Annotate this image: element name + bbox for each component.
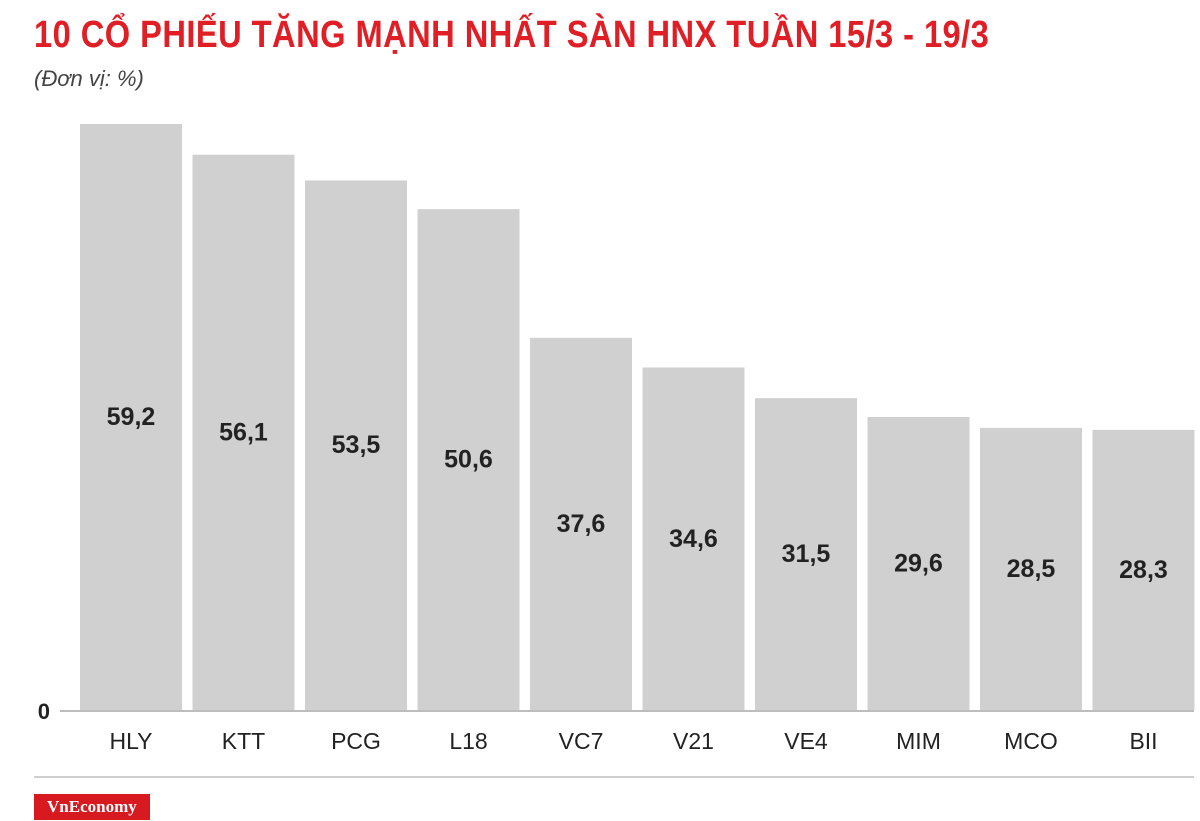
value-label: 29,6 bbox=[894, 550, 943, 578]
y-tick-label: 0 bbox=[38, 699, 50, 724]
bars-group bbox=[80, 124, 1195, 711]
bar-l18 bbox=[417, 209, 520, 711]
x-tick-label: VE4 bbox=[784, 728, 828, 754]
bar-hly bbox=[80, 124, 182, 710]
x-tick-label: VC7 bbox=[559, 728, 604, 754]
unit-subtitle: (Đơn vị: %) bbox=[34, 66, 144, 91]
x-tick-label: PCG bbox=[331, 728, 381, 754]
value-label: 28,3 bbox=[1119, 556, 1168, 584]
bar-mim bbox=[867, 417, 970, 710]
value-label: 50,6 bbox=[444, 446, 493, 474]
x-tick-label: L18 bbox=[449, 728, 487, 754]
value-label: 37,6 bbox=[557, 510, 606, 538]
value-labels-group: 59,2 56,1 53,5 50,6 37,6 34,6 31,5 29,6 28,5 28,3 bbox=[107, 403, 1168, 584]
x-tick-label: MIM bbox=[896, 728, 941, 754]
x-tick-label: BII bbox=[1129, 728, 1157, 754]
footer-divider bbox=[34, 776, 1194, 778]
bar-ve4 bbox=[755, 398, 857, 710]
bar-pcg bbox=[305, 180, 407, 710]
x-tick-label: HLY bbox=[109, 728, 152, 754]
vneconomy-logo: VnEconomy bbox=[34, 794, 150, 820]
bar-ktt bbox=[192, 154, 295, 711]
x-tick-label: MCO bbox=[1004, 728, 1058, 754]
x-tick-labels-group: HLY KTT PCG L18 VC7 V21 VE4 MIM MCO BII bbox=[109, 728, 1157, 754]
value-label: 28,5 bbox=[1007, 555, 1056, 583]
value-label: 56,1 bbox=[219, 418, 268, 446]
value-label: 34,6 bbox=[669, 525, 718, 553]
bar-v21 bbox=[642, 367, 745, 710]
x-tick-label: KTT bbox=[222, 728, 265, 754]
bar-mco bbox=[980, 427, 1082, 710]
value-label: 31,5 bbox=[782, 540, 831, 568]
bar-vc7 bbox=[530, 337, 632, 710]
value-label: 53,5 bbox=[332, 431, 381, 459]
value-label: 59,2 bbox=[107, 403, 156, 431]
bar-bii bbox=[1092, 429, 1195, 710]
x-tick-label: V21 bbox=[673, 728, 714, 754]
chart-title: 10 CỔ PHIẾU TĂNG MẠNH NHẤT SÀN HNX TUẦN … bbox=[34, 14, 990, 56]
